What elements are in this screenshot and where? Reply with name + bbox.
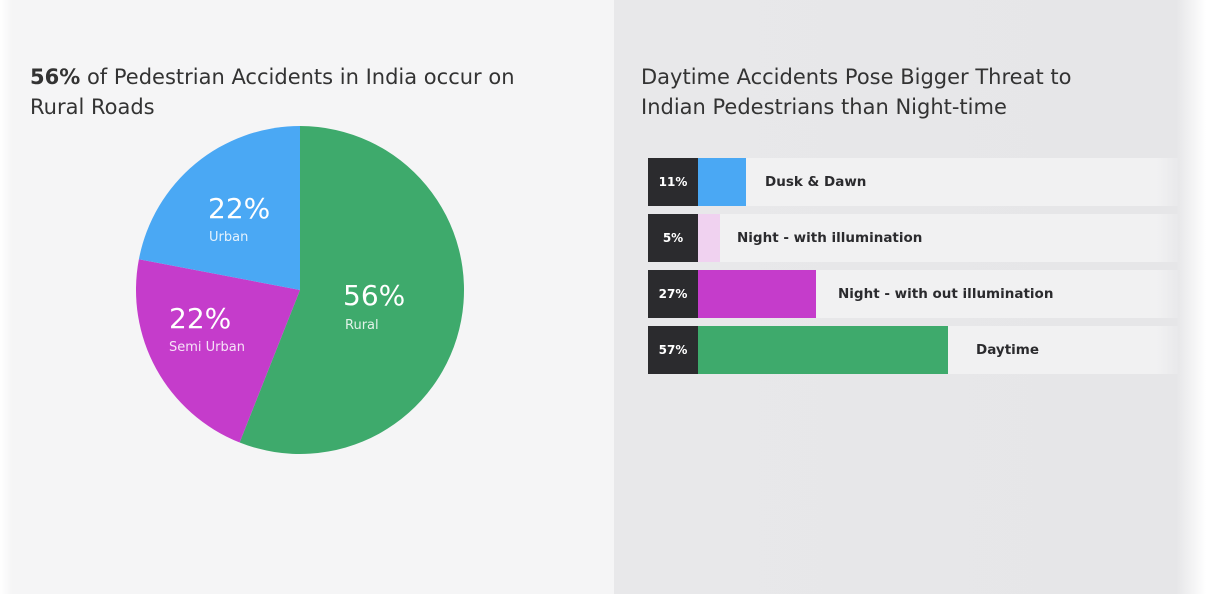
pie-label-rural: Rural (345, 318, 379, 333)
bar-pct-dusk-dawn: 11% (648, 158, 698, 206)
bar-title-line2: Indian Pedestrians than Night-time (641, 95, 1007, 119)
bar-title-line1: Daytime Accidents Pose Bigger Threat to (641, 65, 1072, 89)
bar-chart-title: Daytime Accidents Pose Bigger Threat to I… (641, 62, 1181, 122)
bar-row-dusk-dawn: 11% Dusk & Dawn (648, 158, 1178, 206)
bar-fill-night-illumination (698, 214, 720, 262)
pie-title-bold: 56% (30, 65, 81, 89)
bar-pct-night-no-illumination: 27% (648, 270, 698, 318)
bar-track (648, 214, 1178, 262)
bar-label-night-illumination: Night - with illumination (737, 230, 923, 246)
pie-pct-rural: 56% (343, 279, 405, 312)
pie-slice-semi-urban (135, 259, 300, 443)
pie-slice-urban (138, 126, 300, 290)
bar-fill-night-no-illumination (698, 270, 817, 318)
bar-label-night-no-illumination: Night - with out illumination (838, 286, 1054, 302)
bar-row-night-no-illumination: 27% Night - with out illumination (648, 270, 1178, 318)
bar-row-daytime: 57% Daytime (648, 326, 1178, 374)
bar-label-daytime: Daytime (976, 342, 1040, 358)
bar-fill-dusk-dawn (698, 158, 747, 206)
pie-chart: 56% Rural 22% Semi Urban 22% Urban (135, 126, 465, 454)
bar-row-night-illumination: 5% Night - with illumination (648, 214, 1178, 262)
pie-label-urban: Urban (209, 230, 248, 245)
pie-title-line2: Rural Roads (30, 95, 155, 119)
pie-slice-rural (239, 126, 465, 454)
pie-pct-urban: 22% (208, 192, 270, 225)
pie-label-semi-urban: Semi Urban (169, 340, 245, 355)
pie-title-rest: of Pedestrian Accidents in India occur o… (80, 65, 515, 89)
pie-chart-title: 56% of Pedestrian Accidents in India occ… (30, 62, 600, 122)
bar-label-dusk-dawn: Dusk & Dawn (765, 174, 867, 190)
bar-pct-daytime: 57% (648, 326, 698, 374)
bar-fill-daytime (698, 326, 948, 374)
pie-pct-semi-urban: 22% (169, 302, 231, 335)
bar-pct-night-illumination: 5% (648, 214, 698, 262)
